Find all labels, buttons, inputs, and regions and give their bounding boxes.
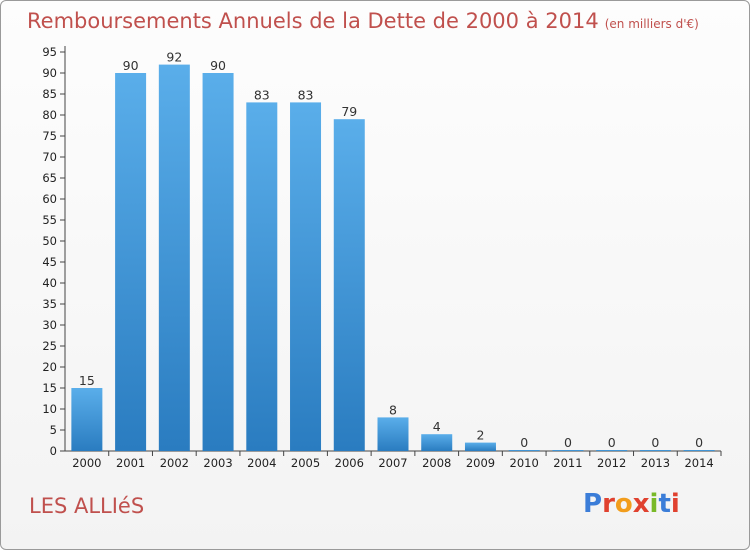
bar [552,450,584,451]
y-tick-label: 0 [50,444,57,458]
data-label: 0 [651,435,659,450]
logo-letter: r [602,489,615,519]
y-tick-label: 95 [42,45,57,59]
chart-title: Remboursements Annuels de la Dette de 20… [27,9,699,33]
bar [115,73,147,451]
y-tick-label: 30 [42,318,57,332]
x-tick-label: 2002 [160,456,189,470]
logo-letter: o [614,489,633,519]
y-tick-label: 80 [42,108,57,122]
data-label: 83 [254,87,270,102]
bar [464,442,496,451]
data-label: 92 [166,50,182,65]
x-tick-label: 2010 [510,456,539,470]
data-label: 0 [520,435,528,450]
x-tick-label: 2014 [684,456,713,470]
bar [639,450,671,451]
bar [683,450,715,451]
bar [246,102,278,452]
y-tick-label: 40 [42,276,57,290]
data-label: 15 [79,373,95,388]
y-tick-label: 35 [42,297,57,311]
bar [377,417,409,451]
data-label: 83 [298,87,314,102]
y-tick-label: 50 [42,234,57,248]
y-tick-label: 85 [42,87,57,101]
data-label: 4 [433,419,441,434]
y-tick-label: 55 [42,213,57,227]
title-unit: (en milliers d'€) [604,17,699,31]
bar [421,434,453,451]
x-tick-label: 2006 [335,456,364,470]
data-label: 90 [123,58,139,73]
y-tick-label: 15 [42,381,57,395]
logo-letter: t [658,489,671,519]
x-tick-label: 2013 [641,456,670,470]
data-label: 8 [389,402,397,417]
x-tick-label: 2005 [291,456,320,470]
data-label: 0 [695,435,703,450]
x-tick-label: 2011 [553,456,582,470]
y-tick-label: 20 [42,360,57,374]
data-label: 2 [476,428,484,443]
y-tick-label: 10 [42,402,57,416]
x-tick-label: 2000 [72,456,101,470]
x-tick-label: 2012 [597,456,626,470]
y-tick-label: 5 [50,423,57,437]
bar [158,64,190,451]
y-tick-label: 45 [42,255,57,269]
bar [333,119,365,451]
logo-letter: P [583,489,603,519]
data-label: 79 [341,104,357,119]
y-tick-label: 25 [42,339,57,353]
bar [596,450,628,451]
y-tick-label: 75 [42,129,57,143]
logo-letter: i [649,489,659,519]
bar [202,73,234,451]
commune-name: LES ALLIéS [29,494,145,518]
x-tick-label: 2001 [116,456,145,470]
data-label: 90 [210,58,226,73]
logo-letter: x [632,489,650,519]
y-tick-label: 60 [42,192,57,206]
bar [508,450,540,451]
y-tick-label: 65 [42,171,57,185]
y-tick-label: 70 [42,150,57,164]
x-tick-label: 2007 [378,456,407,470]
logo-letter: i [670,489,680,519]
title-text: Remboursements Annuels de la Dette de 20… [27,9,599,33]
x-tick-label: 2004 [247,456,276,470]
data-label: 0 [608,435,616,450]
data-label: 0 [564,435,572,450]
x-tick-label: 2008 [422,456,451,470]
y-tick-label: 90 [42,66,57,80]
bar [71,388,103,451]
bar [290,102,322,452]
x-tick-label: 2009 [466,456,495,470]
x-tick-label: 2003 [203,456,232,470]
proxiti-logo: Proxiti [583,489,680,519]
